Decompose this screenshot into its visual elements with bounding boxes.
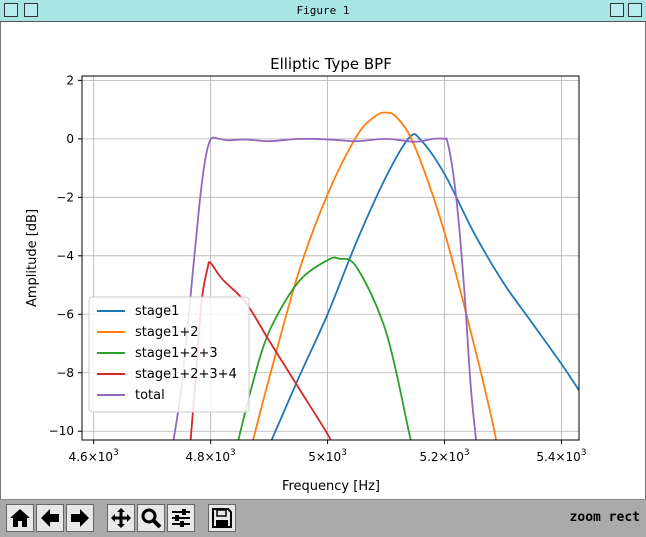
legend-label: stage1+2: [135, 325, 199, 340]
figure-canvas[interactable]: 4.6×103 4.8×103 5×103 5.2×103 5.4×103 2 0 −2 −4 −…: [0, 22, 646, 499]
zoom-icon: [141, 508, 162, 529]
ticks: 4.6×103 4.8×103 5×103 5.2×103 5.4×103 2 0 −2 −4 −…: [49, 73, 587, 464]
y-tick-label: −4: [56, 249, 74, 263]
pan-button[interactable]: [107, 504, 135, 532]
back-icon: [41, 509, 59, 527]
legend-label: total: [135, 388, 165, 403]
legend-label: stage1+2+3: [135, 346, 218, 361]
window-titlebar: Figure 1: [0, 0, 646, 22]
save-icon: [212, 508, 232, 528]
navigation-toolbar: zoom rect: [0, 499, 646, 537]
y-tick-label: −6: [56, 307, 74, 321]
x-tick-label: 5×103: [308, 448, 347, 464]
legend-label: stage1: [135, 304, 179, 319]
y-tick-label: −8: [56, 366, 74, 380]
y-tick-label: −2: [56, 190, 74, 204]
window-minimize-button[interactable]: [24, 3, 38, 17]
configure-subplots-icon: [172, 509, 190, 527]
y-tick-label: −10: [49, 424, 74, 438]
y-tick-label: 0: [66, 132, 74, 146]
chart: 4.6×103 4.8×103 5×103 5.2×103 5.4×103 2 0 −2 −4 −…: [25, 55, 587, 494]
back-button[interactable]: [36, 504, 64, 532]
zoom-button[interactable]: [137, 504, 165, 532]
legend-label: stage1+2+3+4: [135, 367, 237, 382]
status-text: zoom rect: [569, 510, 640, 525]
forward-icon: [71, 509, 89, 527]
x-tick-label: 5.2×103: [419, 448, 469, 464]
save-button[interactable]: [208, 504, 236, 532]
chart-title: Elliptic Type BPF: [270, 55, 392, 73]
window-iconify-button[interactable]: [610, 3, 624, 17]
series-line-stage1+2+3: [237, 256, 412, 440]
legend: stage1 stage1+2 stage1+2+3 stage1+2+3+4 tota…: [88, 296, 250, 413]
x-tick-label: 4.8×103: [186, 448, 236, 464]
series-line-total: [172, 136, 477, 440]
series-line-stage1: [270, 133, 579, 440]
window-maximize-button[interactable]: [628, 3, 642, 17]
pan-icon: [111, 508, 131, 528]
home-icon: [10, 509, 30, 527]
legend-box: [88, 296, 250, 413]
x-tick-label: 4.6×103: [69, 448, 119, 464]
forward-button[interactable]: [66, 504, 94, 532]
home-button[interactable]: [6, 504, 34, 532]
x-tick-label: 5.4×103: [536, 448, 586, 464]
configure-subplots-button[interactable]: [167, 504, 195, 532]
window-title: Figure 1: [296, 4, 350, 17]
x-axis-label: Frequency [Hz]: [282, 479, 380, 494]
series-line-stage1+2: [252, 111, 497, 440]
window-menu-button[interactable]: [4, 3, 18, 17]
y-tick-label: 2: [66, 73, 74, 87]
y-axis-label: Amplitude [dB]: [25, 209, 40, 307]
plot-frame: [81, 75, 580, 441]
